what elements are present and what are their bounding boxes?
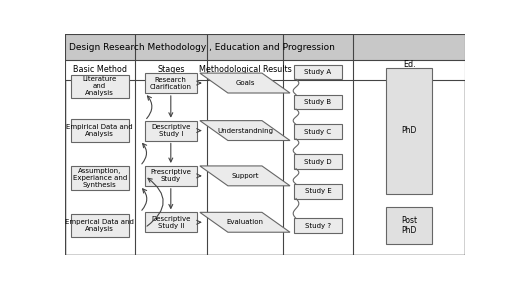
Text: Assumption,
Experiance and
Synthesis: Assumption, Experiance and Synthesis (72, 168, 127, 188)
Bar (294, 218, 342, 233)
Text: Literature
and
Analysis: Literature and Analysis (83, 76, 117, 96)
Bar (145, 121, 197, 141)
Bar (294, 125, 342, 139)
Text: Study D: Study D (304, 158, 332, 164)
Text: Emperical Data and
Analysis: Emperical Data and Analysis (65, 219, 134, 232)
Text: Ed.
Progression: Ed. Progression (386, 60, 433, 79)
Polygon shape (200, 212, 290, 232)
Text: Study E: Study E (305, 188, 331, 194)
Text: Descriptive
Study I: Descriptive Study I (151, 124, 190, 137)
Text: Study C: Study C (305, 129, 331, 135)
Bar (294, 184, 342, 199)
Bar (145, 212, 197, 232)
Text: Goals: Goals (235, 80, 255, 86)
Text: Post
PhD: Post PhD (401, 216, 417, 235)
Text: Study B: Study B (305, 99, 331, 105)
Text: Studies: Studies (303, 65, 333, 74)
Text: Design Research Methodology , Education and Progression: Design Research Methodology , Education … (69, 43, 334, 52)
Bar (71, 119, 129, 142)
Text: Basic Method: Basic Method (73, 65, 127, 74)
Text: Evaluation: Evaluation (226, 219, 264, 225)
Text: Study ?: Study ? (305, 223, 331, 229)
Text: Support: Support (231, 173, 258, 179)
Bar (294, 95, 342, 109)
Text: Understandning: Understandning (217, 127, 273, 133)
Text: Study A: Study A (305, 69, 331, 75)
Bar (386, 68, 432, 193)
Bar (294, 65, 342, 79)
Polygon shape (200, 73, 290, 93)
Text: Empirical Data and
Analysis: Empirical Data and Analysis (66, 124, 133, 137)
Bar (65, 60, 465, 80)
Bar (71, 75, 129, 98)
Text: Descriptive
Study II: Descriptive Study II (151, 216, 190, 229)
Polygon shape (200, 166, 290, 186)
Bar (294, 154, 342, 169)
Bar (145, 73, 197, 93)
Text: Stages: Stages (157, 65, 185, 74)
Bar (386, 208, 432, 244)
Bar (65, 34, 465, 60)
Bar (71, 214, 129, 237)
Text: Research
Clarification: Research Clarification (150, 77, 192, 90)
Text: Prescriptive
Study: Prescriptive Study (150, 169, 191, 182)
Bar (145, 166, 197, 186)
Text: Methodological Results: Methodological Results (199, 65, 291, 74)
Text: PhD: PhD (402, 126, 417, 135)
Bar (71, 166, 129, 190)
Polygon shape (200, 121, 290, 141)
